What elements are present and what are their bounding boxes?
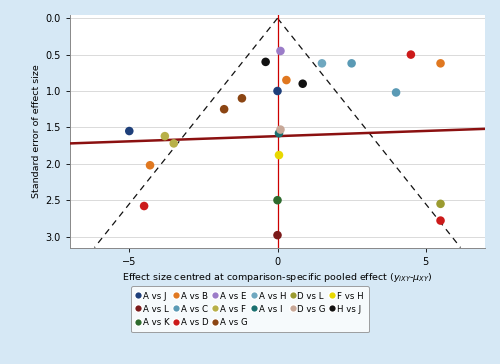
Y-axis label: Standard error of effect size: Standard error of effect size [32,64,42,198]
Point [407,52,415,58]
Point [276,48,284,54]
Point [436,201,444,207]
Point [220,106,228,112]
Point [146,162,154,168]
Point [275,152,283,158]
Point [348,60,356,66]
Point [436,60,444,66]
Point [161,133,169,139]
Point [274,232,281,238]
Point [318,60,326,66]
Point [262,59,270,65]
Point [276,127,284,132]
Point [238,95,246,101]
Point [298,81,306,87]
Legend: A vs J, A vs L, A vs K, A vs B, A vs C, A vs D, A vs E, A vs F, A vs G, A vs H, : A vs J, A vs L, A vs K, A vs B, A vs C, … [131,286,369,332]
Point [274,88,281,94]
Point [274,197,281,203]
Point [282,77,290,83]
Point [275,130,283,136]
X-axis label: Effect size centred at comparison-specific pooled effect ($y_{iXY}$-$\mu_{XY}$): Effect size centred at comparison-specif… [122,271,433,284]
Point [126,128,134,134]
Point [140,203,148,209]
Point [392,90,400,95]
Point [170,141,178,146]
Point [436,218,444,223]
